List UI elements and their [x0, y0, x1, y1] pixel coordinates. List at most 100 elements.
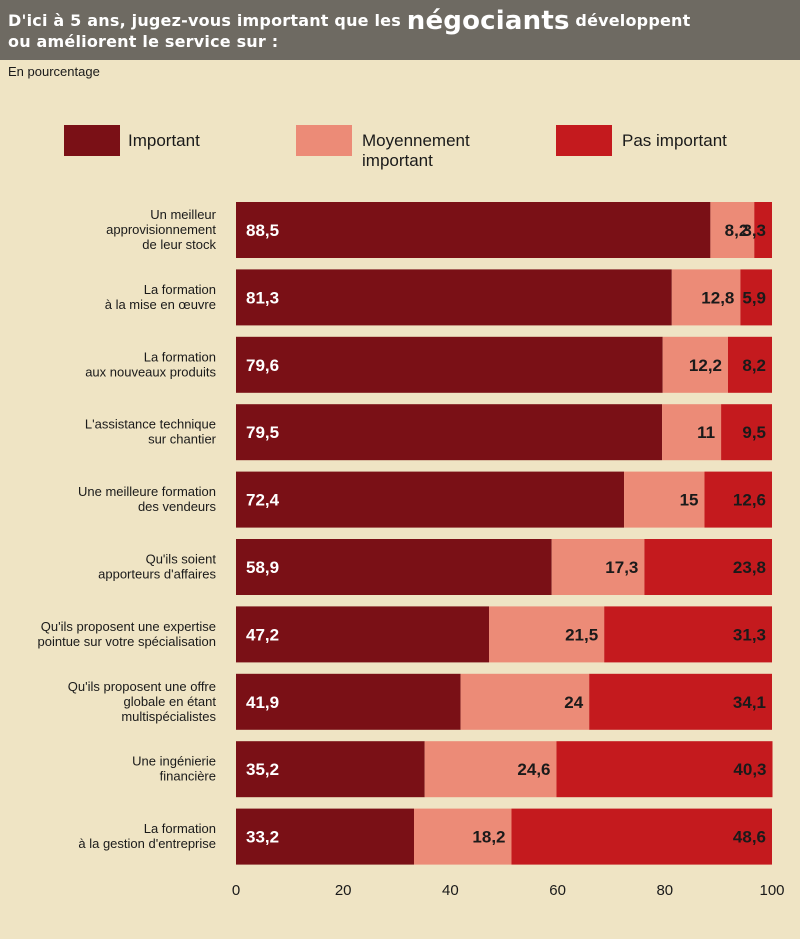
legend-label-1-line: Moyennement: [362, 131, 470, 150]
category-label-4: Une meilleure formation des vendeurs: [78, 484, 217, 514]
category-label-4-line: des vendeurs: [138, 499, 217, 514]
bar-7-0: [236, 673, 461, 730]
category-label-0-line: de leur stock: [142, 237, 216, 252]
x-tick-label-0: 0: [232, 882, 240, 899]
category-label-2-line: La formation: [144, 349, 216, 364]
category-label-2: La formation aux nouveaux produits: [85, 349, 216, 379]
category-label-6-line: Qu'ils proposent une expertise: [41, 619, 216, 634]
legend-label-2-line: Pas important: [622, 131, 727, 150]
bar-7-2: [589, 673, 772, 730]
category-label-7: Qu'ils proposent une offre globale en éta…: [68, 679, 217, 724]
bar-0-2: [754, 202, 772, 258]
bar-0-0: [236, 202, 711, 258]
bar-4-0: [236, 471, 625, 528]
value-label-9-0: 33,2: [246, 828, 279, 847]
category-label-9: La formation à la gestion d'entreprise: [78, 821, 216, 851]
category-label-0: Un meilleur approvisionnement de leur stoc…: [106, 207, 217, 252]
category-label-3-line: L'assistance technique: [85, 417, 216, 432]
value-label-5-1: 17,3: [605, 558, 638, 577]
legend-label-1: Moyennement important: [362, 131, 470, 170]
bar-1-1: [671, 269, 741, 326]
value-label-0-1: 8,2: [725, 221, 749, 240]
value-label-1-0: 81,3: [246, 288, 279, 307]
value-label-5-2: 23,8: [733, 558, 766, 577]
x-tick-label-1: 20: [335, 882, 352, 899]
category-label-5-line: Qu'ils soient: [146, 552, 217, 567]
value-label-6-2: 31,3: [733, 625, 766, 644]
title-part1: D'ici à 5 ans, jugez-vous important que …: [8, 11, 401, 30]
value-label-7-1: 24: [564, 693, 583, 712]
category-label-7-line: Qu'ils proposent une offre: [68, 679, 216, 694]
category-label-2-line: aux nouveaux produits: [85, 364, 216, 379]
value-label-4-1: 15: [680, 491, 699, 510]
chart-header: D'ici à 5 ans, jugez-vous important que …: [0, 0, 800, 60]
category-label-5: Qu'ils soient apporteurs d'affaires: [98, 552, 216, 582]
legend-label-0-line: Important: [128, 131, 200, 150]
category-label-5-line: apporteurs d'affaires: [98, 567, 216, 582]
unit-label: En pourcentage: [8, 64, 100, 79]
category-label-0-line: Un meilleur: [150, 207, 216, 222]
value-label-8-2: 40,3: [733, 760, 766, 779]
bar-7-1: [460, 673, 590, 730]
legend-swatch-1: [296, 125, 352, 156]
category-label-8-line: Une ingénierie: [132, 754, 216, 769]
x-tick-label-5: 100: [759, 882, 784, 899]
value-label-7-0: 41,9: [246, 693, 279, 712]
value-label-9-1: 18,2: [472, 828, 505, 847]
bar-0-1: [710, 202, 755, 258]
x-tick-label-2: 40: [442, 882, 459, 899]
bar-9-0: [236, 808, 414, 865]
legend-swatch-2: [556, 125, 612, 156]
bar-8-0: [236, 741, 425, 798]
value-label-6-0: 47,2: [246, 625, 279, 644]
value-label-4-2: 12,6: [733, 491, 766, 510]
bar-2-1: [662, 336, 729, 393]
value-label-1-1: 12,8: [701, 288, 734, 307]
category-label-0-line: approvisionnement: [106, 222, 216, 237]
value-label-2-1: 12,2: [689, 356, 722, 375]
title-part2: développent: [575, 11, 691, 30]
value-label-3-1: 11: [697, 423, 715, 442]
legend-swatch-0: [64, 125, 120, 156]
value-label-6-1: 21,5: [565, 625, 598, 644]
bar-3-2: [721, 404, 772, 461]
category-label-3-line: sur chantier: [148, 432, 217, 447]
bar-9-2: [511, 808, 772, 865]
value-label-8-1: 24,6: [517, 760, 550, 779]
legend-label-0: Important: [128, 131, 200, 150]
category-label-6-line: pointue sur votre spécialisation: [38, 634, 217, 649]
category-label-4-line: Une meilleure formation: [78, 484, 216, 499]
bar-4-1: [624, 471, 705, 528]
bar-5-2: [644, 539, 772, 595]
category-label-9-line: à la gestion d'entreprise: [78, 836, 216, 851]
bar-5-1: [551, 539, 645, 595]
bar-5-0: [236, 539, 552, 595]
legend-label-2: Pas important: [622, 131, 727, 150]
value-label-2-2: 8,2: [742, 356, 766, 375]
category-label-1-line: La formation: [144, 282, 216, 297]
bar-1-2: [740, 269, 772, 326]
category-label-8: Une ingénierie financière: [132, 754, 216, 784]
category-label-6: Qu'ils proposent une expertise pointue su…: [38, 619, 217, 649]
bar-6-2: [604, 606, 772, 663]
bar-8-2: [556, 741, 773, 798]
bar-3-0: [236, 404, 663, 461]
category-label-9-line: La formation: [144, 821, 216, 836]
chart-title-line1: D'ici à 5 ans, jugez-vous important que …: [8, 6, 690, 36]
bar-1-0: [236, 269, 672, 326]
x-tick-label-3: 60: [549, 882, 566, 899]
category-label-7-line: globale en étant: [123, 694, 216, 709]
bar-9-1: [414, 808, 512, 865]
bar-2-0: [236, 336, 663, 393]
value-label-2-0: 79,6: [246, 356, 279, 375]
value-label-3-2: 9,5: [742, 423, 766, 442]
value-label-5-0: 58,9: [246, 558, 279, 577]
category-label-1-line: à la mise en œuvre: [105, 297, 216, 312]
bar-4-2: [704, 471, 772, 528]
value-label-3-0: 79,5: [246, 423, 279, 442]
value-label-7-2: 34,1: [733, 693, 766, 712]
value-label-0-2: 3,3: [742, 221, 766, 240]
category-label-3: L'assistance technique sur chantier: [85, 417, 217, 447]
bar-6-0: [236, 606, 489, 663]
